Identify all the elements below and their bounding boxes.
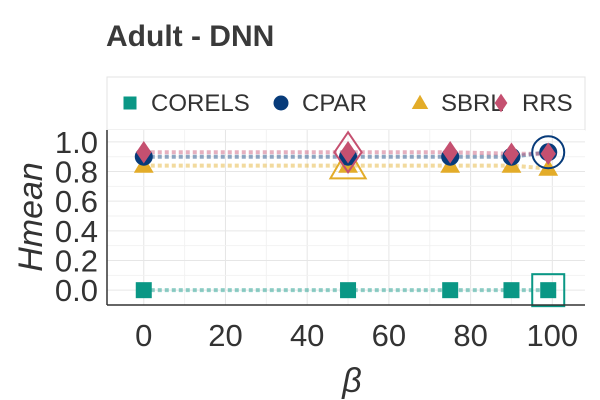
x-tick-label: 20 xyxy=(208,318,242,353)
y-tick-label: 0.2 xyxy=(55,244,98,279)
y-tick-label: 0.0 xyxy=(55,273,98,308)
series-line-cpar xyxy=(143,150,549,159)
point-corels xyxy=(442,282,459,299)
y-tick-label: 1.0 xyxy=(55,125,98,160)
point-rrs xyxy=(136,140,152,164)
x-tick-label: 60 xyxy=(372,318,406,353)
point-corels xyxy=(540,282,557,299)
x-ticks: 0 20 40 60 80 100 xyxy=(135,318,578,353)
legend-marker-rrs xyxy=(494,93,508,113)
y-axis-label: Hmean xyxy=(12,162,50,272)
series-line-sbrl xyxy=(143,163,549,171)
y-ticks: 0.00.20.40.60.81.0 xyxy=(55,125,98,308)
legend-label-corels: CORELS xyxy=(151,90,250,117)
legend: CORELS CPAR SBRL RRS xyxy=(123,90,573,117)
point-corels xyxy=(503,282,520,299)
y-tick-label: 0.4 xyxy=(55,214,98,249)
x-tick-label: 0 xyxy=(135,318,152,353)
x-tick-label: 100 xyxy=(526,318,578,353)
highlight-ring-corels xyxy=(531,273,566,308)
legend-label-sbrl: SBRL xyxy=(441,90,504,117)
x-axis-label: β xyxy=(341,362,361,400)
y-tick-label: 0.6 xyxy=(55,184,98,219)
highlight-ring-sbrl xyxy=(328,145,368,180)
series-line-rrs xyxy=(143,150,549,156)
point-sbrl xyxy=(538,158,559,176)
point-rrs xyxy=(503,142,520,165)
series-layer xyxy=(133,130,566,308)
point-corels xyxy=(135,282,152,299)
x-tick-label: 80 xyxy=(453,318,487,353)
legend-marker-sbrl xyxy=(411,94,429,109)
chart-title: Adult - DNN xyxy=(106,20,274,53)
legend-label-rrs: RRS xyxy=(522,90,573,117)
point-corels xyxy=(340,282,357,299)
legend-label-cpar: CPAR xyxy=(302,90,367,117)
point-rrs xyxy=(340,140,356,164)
y-tick-label: 0.8 xyxy=(55,155,98,190)
legend-marker-cpar xyxy=(273,95,289,111)
highlight-ring-cpar xyxy=(531,135,566,170)
highlight-ring-rrs xyxy=(333,130,363,175)
legend-marker-corels xyxy=(123,96,137,110)
point-rrs xyxy=(442,140,458,164)
x-tick-label: 40 xyxy=(290,318,324,353)
point-rrs xyxy=(540,142,556,165)
